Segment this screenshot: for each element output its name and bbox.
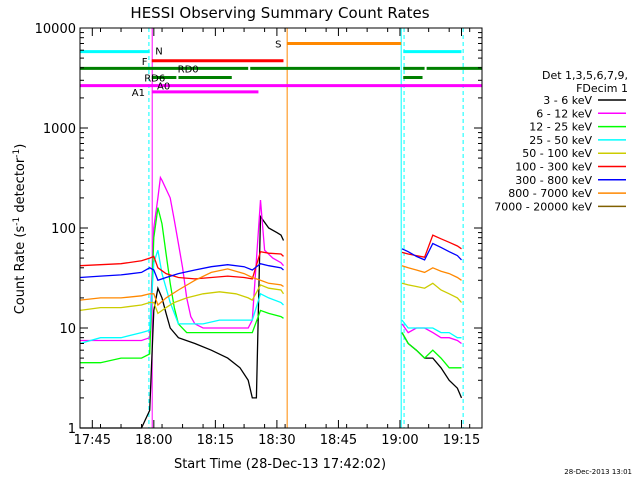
series-line-1-1 bbox=[401, 323, 462, 345]
legend-label-5: 100 - 300 keV bbox=[515, 161, 592, 174]
series-line-2-0 bbox=[80, 207, 284, 364]
x-tick-label-1: 18:00 bbox=[135, 433, 172, 448]
legend-label-0: 3 - 6 keV bbox=[543, 94, 592, 107]
legend-label-1: 6 - 12 keV bbox=[536, 107, 592, 120]
x-tick-label-4: 18:45 bbox=[320, 433, 357, 448]
series-line-2-1 bbox=[401, 332, 462, 369]
legend-header-2: FDecim 1 bbox=[576, 82, 628, 95]
x-tick-label-5: 19:00 bbox=[381, 433, 418, 448]
legend-label-7: 800 - 7000 keV bbox=[508, 187, 592, 200]
state-label-rd0: RD0 bbox=[178, 64, 199, 75]
y-axis-label: Count Rate (s-1 detector-1) bbox=[12, 144, 28, 315]
series-line-3-0 bbox=[79, 249, 284, 345]
chart-title: HESSI Observing Summary Count Rates bbox=[130, 4, 429, 22]
y-label-sup-2: -1 bbox=[12, 149, 22, 158]
x-axis-label: Start Time (28-Dec-13 17:42:02) bbox=[174, 457, 386, 472]
series-line-0-1 bbox=[401, 332, 463, 399]
series-line-6-1 bbox=[401, 242, 462, 261]
y-tick-label-3: 1000 bbox=[43, 122, 76, 137]
legend-header-1: Det 1,3,5,6,7,9, bbox=[542, 69, 628, 82]
y-tick-label-4: 10000 bbox=[35, 22, 76, 37]
legend-label-6: 300 - 800 keV bbox=[515, 174, 592, 187]
state-label-a0: A0 bbox=[157, 82, 170, 93]
legend-label-3: 25 - 50 keV bbox=[529, 134, 592, 147]
y-tick-label-2: 100 bbox=[51, 222, 76, 237]
x-tick-label-0: 17:45 bbox=[74, 433, 111, 448]
series-line-5-1 bbox=[401, 234, 462, 258]
y-tick-label-0: 1 bbox=[68, 422, 76, 437]
series-line-3-1 bbox=[401, 319, 462, 339]
y-label-sup-1: -1 bbox=[12, 217, 22, 226]
x-tick-label-3: 18:30 bbox=[258, 433, 295, 448]
state-label-a1: A1 bbox=[132, 88, 145, 99]
legend-label-4: 50 - 100 keV bbox=[522, 147, 592, 160]
y-label-part-3: ) bbox=[13, 144, 28, 149]
series-line-7-1 bbox=[401, 265, 462, 281]
series-line-0-0 bbox=[80, 214, 285, 429]
series-line-4-0 bbox=[79, 284, 285, 315]
y-tick-label-1: 10 bbox=[59, 322, 76, 337]
series-line-4-1 bbox=[401, 282, 462, 303]
state-label-n: N bbox=[155, 47, 162, 58]
footer-date: 28-Dec-2013 13:01 bbox=[564, 468, 632, 476]
legend-label-8: 7000 - 20000 keV bbox=[494, 200, 592, 213]
series-line-7-0 bbox=[79, 268, 284, 307]
y-label-part-2: detector bbox=[13, 157, 28, 217]
series-line-6-0 bbox=[79, 262, 284, 282]
x-tick-label-2: 18:15 bbox=[197, 433, 234, 448]
state-label-f: F bbox=[142, 57, 148, 68]
y-label-part-1: Count Rate (s bbox=[13, 226, 28, 315]
state-label-rd6: RD6 bbox=[144, 73, 165, 84]
state-label-s: S bbox=[275, 39, 281, 50]
legend-label-2: 12 - 25 keV bbox=[529, 121, 592, 134]
x-tick-label-6: 19:15 bbox=[443, 433, 480, 448]
series-line-5-0 bbox=[79, 250, 284, 280]
